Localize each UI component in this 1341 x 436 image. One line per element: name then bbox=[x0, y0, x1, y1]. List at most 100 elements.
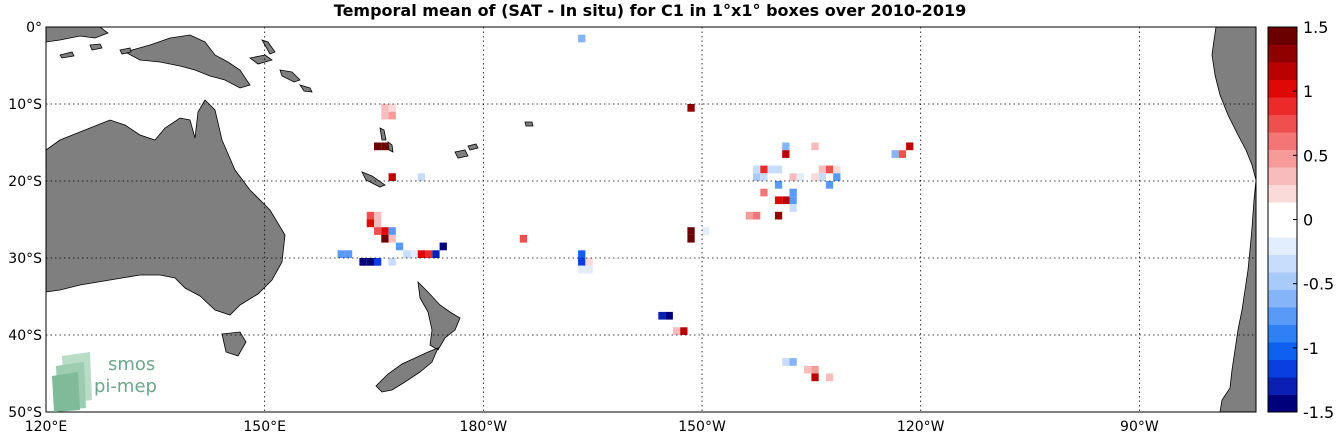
grid-cell bbox=[578, 34, 586, 43]
grid-cell bbox=[665, 311, 673, 320]
tasmania-landmass bbox=[221, 331, 247, 357]
land-layer bbox=[46, 27, 1256, 412]
colorbar-tick-label: 0 bbox=[1303, 211, 1313, 230]
latitude-tick-label: 40°S bbox=[8, 328, 42, 344]
grid-cell bbox=[811, 173, 819, 181]
grid-cell bbox=[753, 165, 761, 174]
grid-cell bbox=[782, 196, 790, 205]
grid-cell bbox=[366, 211, 374, 220]
grid-cell bbox=[381, 142, 389, 151]
grid-cell bbox=[702, 227, 710, 235]
grid-cell bbox=[366, 219, 374, 228]
colorbar-swatch bbox=[1268, 307, 1297, 325]
grid-cell bbox=[410, 250, 418, 258]
colorbar-swatch bbox=[1268, 167, 1297, 185]
grid-cell bbox=[374, 227, 382, 235]
grid-cell bbox=[366, 258, 374, 266]
grid-cell bbox=[811, 365, 819, 374]
latitude-tick-label: 30°S bbox=[8, 251, 42, 267]
fiji-islands bbox=[454, 149, 469, 159]
colorbar-swatch bbox=[1268, 377, 1297, 395]
grid-cell bbox=[672, 327, 681, 335]
colorbar-swatch bbox=[1268, 62, 1297, 80]
grid-cell bbox=[789, 196, 797, 205]
grid-cell bbox=[337, 250, 345, 258]
vanuatu-islands bbox=[379, 127, 387, 141]
grid-cell bbox=[789, 204, 797, 212]
colorbar-tick-label: -1 bbox=[1303, 339, 1319, 358]
grid-cell bbox=[833, 165, 841, 174]
grid-cell bbox=[687, 234, 695, 243]
colorbar-swatch bbox=[1268, 202, 1297, 220]
colorbar-swatch bbox=[1268, 184, 1297, 203]
grid-cell bbox=[388, 258, 396, 266]
colorbar-swatch bbox=[1268, 342, 1297, 360]
smos-pimep-logo: smos pi-mep bbox=[52, 352, 157, 412]
colorbar-swatch bbox=[1268, 272, 1297, 290]
new-zealand-north-island bbox=[417, 280, 461, 351]
grid-cell bbox=[388, 104, 396, 112]
grid-cell bbox=[658, 311, 666, 320]
colorbar-swatch bbox=[1268, 79, 1297, 98]
grid-cell bbox=[578, 265, 586, 274]
grid-cell bbox=[665, 104, 673, 112]
latitude-tick-label: 20°S bbox=[8, 174, 42, 190]
new-caledonia-landmass bbox=[361, 171, 386, 188]
colorbar-swatch bbox=[1268, 44, 1297, 63]
grid-cell bbox=[381, 227, 389, 235]
grid-cell bbox=[898, 150, 907, 158]
colorbar-swatch bbox=[1268, 132, 1297, 150]
colorbar-swatch bbox=[1268, 219, 1297, 238]
grid-cell bbox=[388, 234, 396, 243]
grid-cell bbox=[395, 242, 404, 251]
grid-cell bbox=[782, 358, 790, 366]
grid-cell bbox=[818, 173, 826, 181]
colorbar-swatch bbox=[1268, 254, 1297, 273]
grid-cell bbox=[388, 111, 396, 120]
new-zealand-south-island bbox=[375, 347, 439, 393]
grid-cell bbox=[774, 196, 783, 205]
grid-cell bbox=[519, 234, 528, 243]
grid-cell bbox=[468, 104, 477, 112]
grid-cell bbox=[680, 327, 688, 335]
colorbar-tick-label: -0.5 bbox=[1303, 275, 1334, 294]
colorbar-swatch bbox=[1268, 324, 1297, 343]
new-guinea-landmass bbox=[123, 34, 251, 89]
grid-cell bbox=[403, 250, 411, 258]
grid-cell bbox=[439, 242, 447, 251]
colorbar-ticks: 1.5 1 0.5 0 -0.5 -1 -1.5 bbox=[1293, 18, 1334, 422]
colorbar-swatch bbox=[1268, 27, 1297, 45]
grid-cell bbox=[417, 173, 425, 181]
south-america-landmass bbox=[1211, 27, 1256, 412]
longitude-tick-label: 150°W bbox=[678, 419, 726, 435]
grid-cell bbox=[578, 250, 586, 258]
indonesia-landmass bbox=[46, 27, 109, 43]
grid-cell bbox=[745, 211, 754, 220]
grid-cell bbox=[388, 173, 396, 181]
small-island bbox=[89, 43, 103, 51]
grid-cell bbox=[767, 165, 775, 174]
grid-cell bbox=[374, 142, 382, 151]
fiji-islands bbox=[467, 143, 479, 151]
grid-cell bbox=[774, 165, 783, 174]
grid-cell bbox=[578, 273, 586, 282]
longitude-tick-label: 150°E bbox=[243, 419, 286, 435]
grid-cell bbox=[381, 111, 389, 120]
grid-cell bbox=[818, 165, 826, 174]
colorbar-swatch bbox=[1268, 149, 1297, 168]
grid-cell bbox=[359, 258, 367, 266]
grid-cell bbox=[381, 234, 389, 243]
grid-cell bbox=[789, 173, 797, 181]
new-ireland-landmass bbox=[261, 39, 276, 55]
colorbar-swatch bbox=[1268, 114, 1297, 133]
grid-cell bbox=[891, 150, 899, 158]
solomon-islands bbox=[299, 84, 313, 93]
longitude-tick-label: 90°W bbox=[1120, 419, 1159, 435]
grid-cell bbox=[906, 142, 914, 151]
grid-cell bbox=[789, 358, 797, 366]
grid-cell bbox=[920, 142, 928, 151]
grid-cell bbox=[417, 250, 425, 258]
grid-cell bbox=[789, 188, 797, 197]
grid-cell bbox=[811, 142, 819, 151]
colorbar-swatch bbox=[1268, 237, 1297, 255]
